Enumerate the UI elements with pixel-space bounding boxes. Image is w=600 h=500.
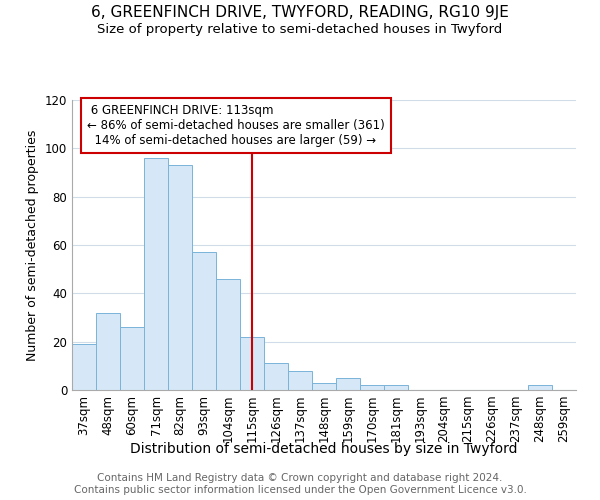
Bar [312,383,336,390]
Bar [336,378,360,390]
Bar [264,364,288,390]
Bar [360,385,384,390]
Text: 6, GREENFINCH DRIVE, TWYFORD, READING, RG10 9JE: 6, GREENFINCH DRIVE, TWYFORD, READING, R… [91,5,509,20]
Bar [72,344,96,390]
Bar [120,327,144,390]
Bar [528,385,552,390]
Bar [288,370,312,390]
Bar [240,337,264,390]
Text: 6 GREENFINCH DRIVE: 113sqm
← 86% of semi-detached houses are smaller (361)
  14%: 6 GREENFINCH DRIVE: 113sqm ← 86% of semi… [87,104,385,148]
Bar [384,385,408,390]
Bar [216,279,240,390]
Bar [144,158,168,390]
Y-axis label: Number of semi-detached properties: Number of semi-detached properties [26,130,39,360]
Text: Distribution of semi-detached houses by size in Twyford: Distribution of semi-detached houses by … [130,442,518,456]
Bar [168,166,192,390]
Text: Size of property relative to semi-detached houses in Twyford: Size of property relative to semi-detach… [97,22,503,36]
Bar [96,312,120,390]
Text: Contains HM Land Registry data © Crown copyright and database right 2024.
Contai: Contains HM Land Registry data © Crown c… [74,474,526,495]
Bar [192,252,216,390]
